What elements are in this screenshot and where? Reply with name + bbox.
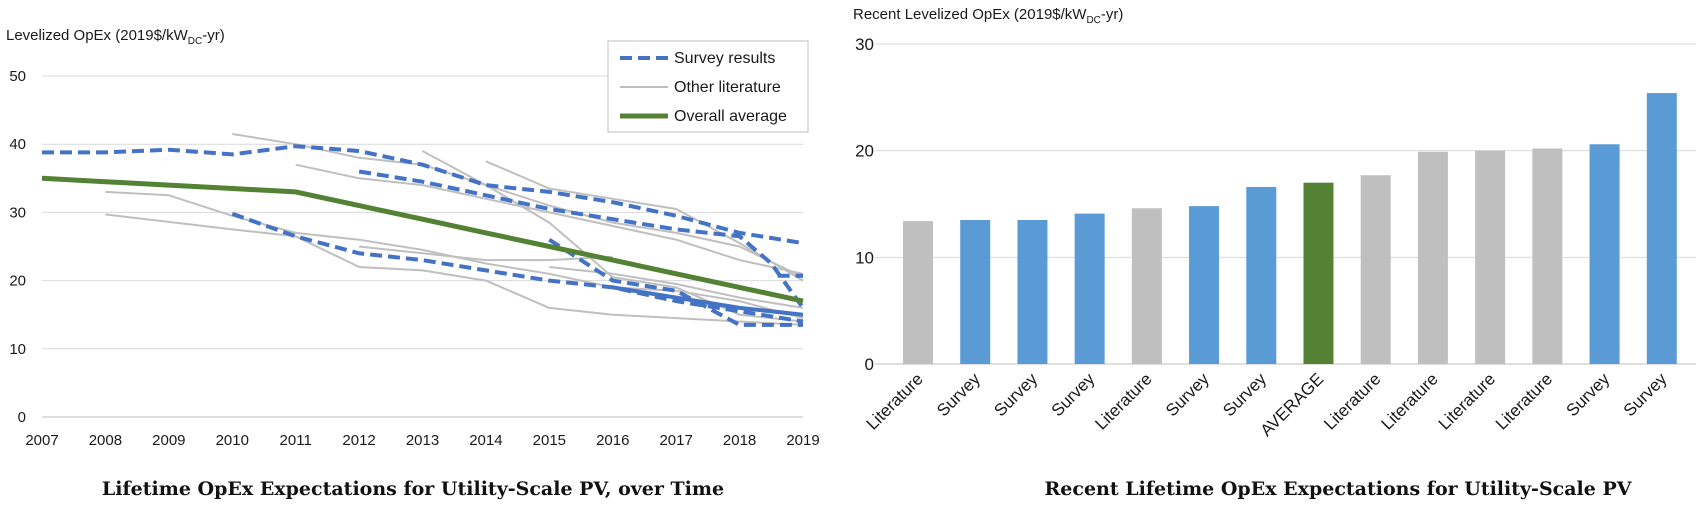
right-y-tick-label: 20 (855, 142, 874, 161)
category-label: Literature (1378, 369, 1442, 433)
category-label: Survey (1162, 369, 1213, 420)
left-y-tick-label: 10 (9, 341, 26, 358)
legend: Survey results Other literature Overall av… (607, 40, 809, 133)
category-label: Survey (933, 369, 984, 420)
average-series-line (41, 175, 804, 304)
left-x-tick-label: 2007 (25, 432, 58, 449)
left-x-tick-label: 2018 (723, 432, 756, 449)
left-x-tick-label: 2011 (280, 432, 312, 449)
category-label: Literature (1091, 369, 1155, 433)
bar (1017, 220, 1048, 364)
right-y-tick-label: 10 (855, 248, 874, 267)
category-label: Survey (1620, 369, 1671, 420)
left-x-tick-label: 2008 (89, 432, 122, 449)
bar (1475, 150, 1506, 364)
literature-series-line (422, 150, 804, 323)
left-y-tick-label: 0 (18, 409, 26, 426)
right-tick-labels: 0 10 20 30 (855, 35, 874, 374)
category-label: Survey (1048, 369, 1099, 420)
bar (903, 221, 933, 364)
legend-label: Other literature (674, 79, 781, 96)
left-series (41, 133, 805, 327)
literature-series-line (485, 160, 804, 282)
literature-series-line (105, 213, 804, 326)
literature-series-line (295, 163, 804, 275)
left-tick-labels: 0 10 20 30 40 50 2007 2008 2009 2010 2011 2012 2013 2… (9, 68, 819, 449)
category-label: Literature (863, 369, 927, 433)
category-label: Survey (1563, 369, 1614, 420)
category-label: Survey (990, 369, 1041, 420)
right-y-axis-label: Recent Levelized OpEx (2019$/kWDC-yr) (853, 6, 1123, 26)
legend-label: Overall average (674, 108, 787, 125)
left-caption: Lifetime OpEx Expectations for Utility-S… (102, 478, 724, 500)
left-y-tick-label: 30 (9, 204, 26, 221)
left-gridlines (42, 75, 803, 418)
bar (1646, 93, 1677, 365)
survey-series-line (42, 144, 804, 246)
category-label: Survey (1219, 369, 1270, 420)
left-x-tick-label: 2013 (406, 432, 439, 449)
bar (1189, 206, 1220, 364)
left-y-tick-label: 50 (9, 68, 26, 85)
bar (1074, 213, 1105, 364)
line-chart: Levelized OpEx (2019$/kWDC-yr) 0 10 20 30 40… (6, 27, 820, 500)
right-y-tick-label: 0 (865, 355, 874, 374)
bar (1246, 186, 1277, 364)
left-x-tick-label: 2017 (659, 432, 692, 449)
bar-chart: Recent Levelized OpEx (2019$/kWDC-yr) 0 1… (853, 6, 1696, 500)
survey-series-line (231, 211, 804, 324)
bar (1131, 208, 1162, 364)
survey-series-line (358, 169, 805, 310)
bar (1589, 144, 1620, 364)
bar (1303, 182, 1334, 364)
left-x-tick-label: 2016 (596, 432, 629, 449)
left-x-tick-label: 2012 (342, 432, 375, 449)
right-gridlines (875, 43, 1696, 365)
category-label: Literature (1492, 369, 1556, 433)
left-y-tick-label: 40 (9, 136, 26, 153)
left-x-tick-label: 2009 (152, 432, 185, 449)
left-x-tick-label: 2014 (469, 432, 502, 449)
survey-series-line (612, 285, 804, 317)
bar (1532, 148, 1563, 364)
literature-series-line (549, 266, 804, 309)
left-x-tick-label: 2019 (786, 432, 819, 449)
literature-series-line (232, 133, 804, 279)
right-y-tick-label: 30 (855, 35, 874, 54)
legend-label: Survey results (674, 50, 775, 67)
literature-series-line (105, 190, 804, 320)
bar (960, 220, 991, 364)
bar (1417, 151, 1448, 364)
category-label: Literature (1435, 369, 1499, 433)
literature-series-line (358, 245, 613, 262)
left-x-tick-label: 2015 (533, 432, 566, 449)
left-y-axis-label: Levelized OpEx (2019$/kWDC-yr) (6, 27, 225, 47)
bars (903, 93, 1677, 365)
left-x-tick-label: 2010 (216, 432, 249, 449)
category-label: Literature (1320, 369, 1384, 433)
left-y-tick-label: 20 (9, 273, 26, 290)
right-caption: Recent Lifetime OpEx Expectations for Ut… (1045, 478, 1633, 500)
bar (1360, 175, 1391, 364)
